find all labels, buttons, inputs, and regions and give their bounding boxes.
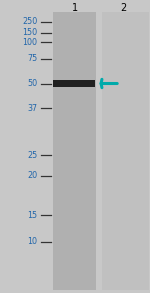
Text: 20: 20 [27,171,38,180]
Text: 250: 250 [22,18,38,26]
Text: 1: 1 [72,3,78,13]
Text: 10: 10 [27,237,38,246]
Text: 37: 37 [27,104,38,113]
Text: 2: 2 [120,3,126,13]
Text: 150: 150 [22,28,38,37]
Bar [52,80,94,87]
Text: 100: 100 [22,38,38,47]
Text: 25: 25 [27,151,38,160]
Text: 50: 50 [27,79,38,88]
Text: 75: 75 [27,54,38,63]
Text: 15: 15 [27,211,38,220]
Bar [102,12,148,290]
Bar [52,12,96,290]
